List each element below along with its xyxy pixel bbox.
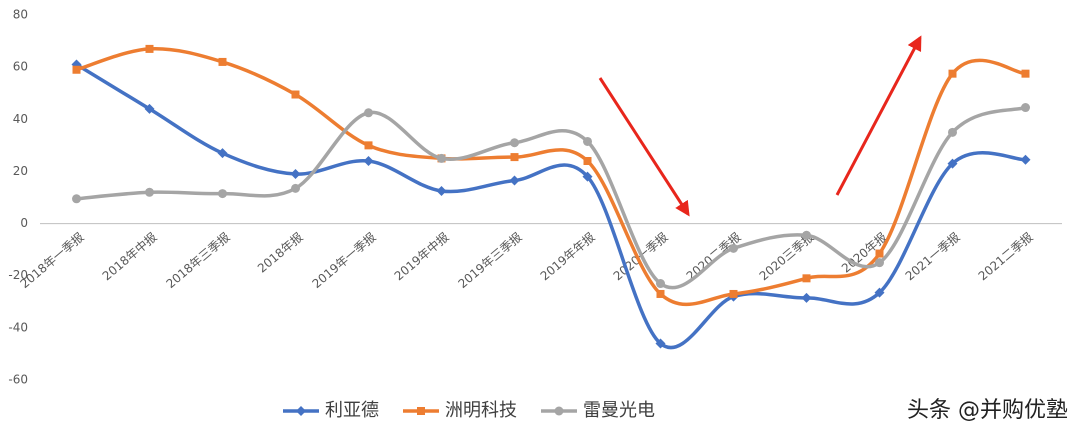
x-tick-label: 2021二季报 — [975, 229, 1036, 283]
marker — [510, 153, 519, 162]
marker — [583, 136, 592, 146]
marker — [417, 407, 425, 415]
marker — [802, 274, 811, 283]
x-tick-label: 2019年一季报 — [309, 229, 379, 291]
marker — [291, 183, 300, 193]
marker — [875, 249, 884, 258]
legend: 利亚德 洲明科技 雷曼光电 — [283, 400, 655, 421]
marker — [364, 141, 373, 150]
marker — [948, 69, 957, 78]
marker — [582, 171, 593, 182]
marker — [554, 406, 564, 416]
marker — [583, 157, 592, 165]
marker — [729, 243, 738, 253]
marker — [509, 175, 520, 186]
marker — [948, 127, 957, 137]
marker — [218, 57, 227, 66]
marker — [72, 65, 81, 74]
marker — [1021, 103, 1030, 113]
marker — [296, 406, 306, 416]
marker — [655, 338, 666, 349]
marker — [291, 90, 300, 99]
marker — [510, 138, 519, 148]
x-tick-label: 2020二季报 — [683, 229, 744, 283]
x-tick-label: 2019年三季报 — [455, 229, 525, 291]
x-tick-label: 2019年中报 — [391, 229, 452, 283]
x-tick-label: 2018年报 — [254, 229, 305, 276]
marker — [437, 153, 446, 163]
marker — [1020, 154, 1031, 165]
x-tick-label: 2018年一季报 — [17, 229, 87, 291]
watermark: 头条 @并购优塾 — [907, 398, 1068, 423]
y-tick-label: 40 — [13, 112, 28, 126]
marker — [363, 156, 374, 166]
marker — [1021, 69, 1030, 78]
marker — [875, 258, 884, 268]
x-tick-label: 2018年三季报 — [163, 229, 233, 291]
marker — [290, 169, 301, 180]
marker — [802, 230, 811, 240]
legend-label: 洲明科技 — [445, 400, 517, 421]
y-tick-label: 60 — [13, 60, 28, 74]
annotation-arrow — [835, 35, 922, 196]
marker — [656, 279, 665, 289]
y-tick-label: 80 — [13, 8, 28, 22]
y-tick-label: -60 — [8, 373, 28, 387]
marker — [364, 108, 373, 118]
y-tick-label: 20 — [13, 164, 28, 178]
marker — [436, 185, 447, 196]
annotation-arrow — [598, 77, 690, 217]
marker — [144, 103, 155, 114]
marker — [656, 289, 665, 298]
marker — [874, 287, 885, 298]
marker — [218, 189, 227, 199]
marker — [145, 44, 154, 53]
marker — [801, 292, 812, 303]
legend-label: 利亚德 — [325, 400, 379, 421]
legend-label: 雷曼光电 — [583, 400, 655, 421]
y-tick-label: -20 — [8, 268, 28, 282]
x-tick-label: 2018年中报 — [99, 229, 160, 283]
marker — [72, 194, 81, 204]
marker — [729, 289, 738, 298]
marker — [145, 187, 154, 197]
y-tick-label: -40 — [8, 320, 28, 334]
marker — [947, 158, 958, 169]
y-tick-label: 0 — [20, 216, 28, 230]
x-tick-label: 2019年年报 — [537, 229, 598, 283]
marker — [217, 148, 228, 159]
